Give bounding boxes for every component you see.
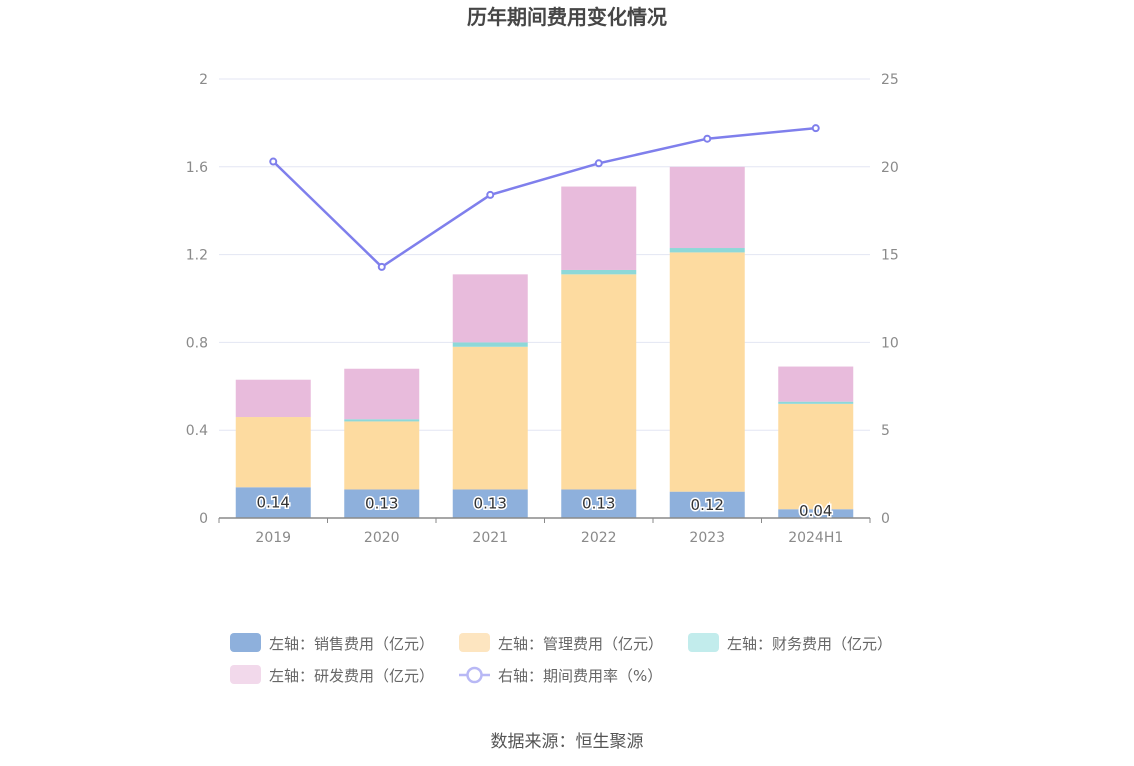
x-tick-label: 2019 [255,530,291,546]
bar-data-label: 0.12 [691,496,724,514]
x-tick-label: 2024H1 [788,530,843,546]
source-note: 数据来源：恒生聚源 [491,732,644,752]
y-left-tick-label: 1.2 [186,248,208,264]
rate-line-point[interactable] [379,264,385,270]
bar-segment-3[interactable] [236,380,311,417]
y-right-tick-label: 15 [881,248,899,264]
legend-label: 右轴：期间费用率（%） [498,667,662,685]
legend-item-4[interactable]: 右轴：期间费用率（%） [459,667,662,685]
legend-label: 左轴：研发费用（亿元） [269,667,434,685]
y-left-tick-label: 2 [199,72,208,88]
legend-item-3[interactable]: 左轴：研发费用（亿元） [230,665,434,685]
bar-segment-3[interactable] [561,187,636,270]
rate-line-point[interactable] [704,136,710,142]
bar-segment-2[interactable] [670,248,745,252]
bar-segment-1[interactable] [561,274,636,489]
x-tick-label: 2021 [472,530,508,546]
bar-data-label: 0.13 [474,495,507,513]
rate-line-point[interactable] [270,159,276,165]
y-right-tick-label: 0 [881,511,890,527]
bar-segment-3[interactable] [670,167,745,248]
bar-segment-1[interactable] [236,417,311,487]
x-tick-label: 2022 [581,530,617,546]
legend-label: 左轴：财务费用（亿元） [727,635,892,653]
bar-segment-1[interactable] [670,252,745,491]
legend-item-1[interactable]: 左轴：管理费用（亿元） [459,633,663,653]
legend-swatch [230,665,261,684]
legend-item-2[interactable]: 左轴：财务费用（亿元） [688,633,892,653]
bar-data-label: 0.14 [257,494,290,512]
rate-line-point[interactable] [487,192,493,198]
legend-label: 左轴：销售费用（亿元） [269,635,434,653]
y-right-tick-label: 10 [881,335,899,351]
bar-segment-1[interactable] [778,404,853,509]
bar-data-label: 0.04 [799,502,832,520]
chart-title: 历年期间费用变化情况 [467,5,667,29]
chart: 历年期间费用变化情况 00.40.81.21.6205101520252019 2… [0,0,1134,766]
x-tick-label: 2023 [689,530,725,546]
legend-swatch [230,633,261,652]
y-right-tick-label: 25 [881,72,899,88]
y-right-tick-label: 5 [881,423,890,439]
bar-segment-3[interactable] [344,369,419,419]
legend-label: 左轴：管理费用（亿元） [498,635,663,653]
bar-segment-1[interactable] [344,421,419,489]
legend-swatch [688,633,719,652]
bar-segment-1[interactable] [453,347,528,490]
legend-swatch-marker [468,668,482,682]
legend[interactable]: 左轴：销售费用（亿元） 左轴：管理费用（亿元） 左轴：财务费用（亿元） 左轴：研发费用… [230,633,892,685]
rate-line-point[interactable] [813,125,819,131]
bar-labels: 0.14 0.13 0.13 0.13 0.12 0.04 [257,494,833,520]
x-tick-label: 2020 [364,530,400,546]
y-right-tick-label: 20 [881,160,899,176]
bar-segment-2[interactable] [778,402,853,404]
bar-segment-2[interactable] [561,270,636,274]
rate-line-point[interactable] [596,160,602,166]
y-left-tick-label: 0.8 [186,335,208,351]
bar-data-label: 0.13 [365,495,398,513]
legend-swatch [459,633,490,652]
y-left-tick-label: 0 [199,511,208,527]
y-left-tick-label: 1.6 [186,160,208,176]
legend-item-0[interactable]: 左轴：销售费用（亿元） [230,633,434,653]
bar-segment-3[interactable] [778,367,853,402]
bar-segment-2[interactable] [344,419,419,421]
bar-segment-3[interactable] [453,274,528,342]
y-left-tick-label: 0.4 [186,423,208,439]
bar-data-label: 0.13 [582,495,615,513]
bar-segment-2[interactable] [453,342,528,346]
